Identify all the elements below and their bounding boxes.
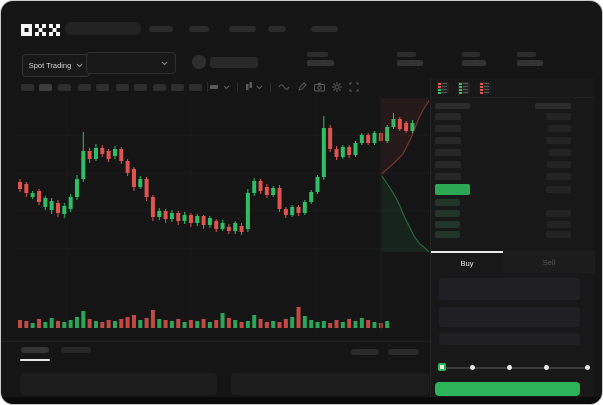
total-input[interactable] (439, 333, 580, 345)
price-input[interactable] (439, 278, 580, 300)
active-tab-underline (20, 359, 50, 361)
book-split-icon[interactable] (437, 82, 449, 94)
interval-button[interactable] (21, 84, 34, 91)
orders-tab-active[interactable] (21, 347, 49, 353)
bid-amount-placeholder (547, 221, 571, 228)
slider-stop[interactable] (544, 365, 549, 370)
chevron-down-icon (161, 61, 168, 66)
ask-amount-placeholder (549, 149, 571, 156)
search-input[interactable] (65, 22, 141, 35)
ask-price-placeholder[interactable] (435, 125, 461, 132)
gear-icon[interactable] (332, 82, 342, 92)
orderbook-view-toggles (437, 82, 491, 94)
ticker-value-placeholder (397, 60, 423, 66)
bid-price-placeholder[interactable] (435, 210, 460, 217)
chart-stat-placeholder (388, 349, 419, 355)
nav-item[interactable] (268, 26, 286, 32)
sell-tab[interactable]: Sell (503, 251, 595, 273)
interval-button[interactable] (171, 84, 184, 91)
interval-dropdown-icon[interactable] (210, 84, 230, 90)
interval-button[interactable] (58, 84, 71, 91)
slider-stop[interactable] (585, 365, 590, 370)
ask-price-placeholder[interactable] (435, 149, 461, 156)
slider-stop[interactable] (507, 365, 512, 370)
wave-icon[interactable] (278, 83, 290, 91)
okx-logo[interactable] (21, 23, 61, 36)
bid-price-placeholder[interactable] (435, 221, 460, 228)
interval-button[interactable] (96, 84, 109, 91)
slider-stop[interactable] (470, 365, 475, 370)
ask-price-placeholder[interactable] (435, 161, 461, 168)
nav-item[interactable] (311, 26, 338, 32)
nav-item[interactable] (229, 26, 256, 32)
bid-amount-placeholder (546, 210, 571, 217)
pencil-icon[interactable] (297, 82, 307, 92)
nav-item[interactable] (149, 26, 173, 32)
window-footer-strip (1, 397, 602, 404)
ask-amount-placeholder (546, 173, 571, 180)
interval-button[interactable] (153, 84, 166, 91)
orders-table-row[interactable] (20, 373, 217, 395)
ask-price-placeholder[interactable] (435, 113, 461, 120)
right-panel: Buy Sell (430, 78, 595, 397)
fullscreen-icon[interactable] (349, 82, 359, 92)
orders-tab[interactable] (61, 347, 91, 353)
orderbook-toolbar-divider (431, 97, 594, 98)
coin-avatar (192, 55, 206, 69)
market-type-dropdown[interactable]: Spot Trading (22, 54, 90, 77)
pair-name-placeholder (210, 57, 258, 68)
pair-selector-dropdown[interactable] (86, 52, 176, 74)
ticker-label-placeholder (307, 52, 328, 57)
ask-amount-placeholder (546, 137, 571, 144)
section-divider (1, 341, 430, 342)
chart-toolbar-icons (210, 80, 359, 94)
ticker-label-placeholder (517, 52, 536, 57)
interval-button[interactable] (189, 84, 202, 91)
ask-amount-placeholder (548, 125, 571, 132)
bid-price-placeholder[interactable] (435, 199, 460, 206)
interval-button[interactable] (78, 84, 91, 91)
ask-price-placeholder[interactable] (435, 173, 461, 180)
book-asks-icon[interactable] (479, 82, 491, 94)
bid-price-placeholder[interactable] (435, 231, 460, 238)
order-book (431, 97, 594, 251)
amount-input[interactable] (439, 307, 580, 327)
nav-item[interactable] (189, 26, 209, 32)
last-price-amount-placeholder (546, 186, 571, 193)
buy-tab-label: Buy (460, 258, 474, 268)
interval-button[interactable] (116, 84, 129, 91)
ask-amount-placeholder (547, 161, 571, 168)
orders-table-row[interactable] (231, 373, 429, 395)
book-bids-icon[interactable] (458, 82, 470, 94)
ask-amount-placeholder (546, 113, 571, 120)
chevron-down-icon (76, 63, 83, 68)
ticker-value-placeholder (517, 60, 543, 66)
interval-button[interactable] (39, 84, 52, 91)
chart-stat-placeholder (351, 349, 379, 355)
slider-handle[interactable] (438, 363, 446, 371)
ticker-label-placeholder (397, 52, 416, 57)
amount-slider[interactable] (438, 363, 590, 371)
interval-button[interactable] (134, 84, 147, 91)
sell-tab-label: Sell (542, 257, 556, 267)
ticker-label-placeholder (462, 52, 480, 57)
buy-submit-button[interactable] (435, 382, 580, 396)
buy-tab[interactable]: Buy (431, 251, 503, 273)
candlestick-chart[interactable] (16, 96, 429, 341)
candle-style-dropdown-icon[interactable] (245, 82, 263, 92)
camera-icon[interactable] (314, 82, 325, 92)
market-type-label: Spot Trading (28, 61, 72, 70)
ticker-value-placeholder (307, 60, 334, 66)
orderbook-header-placeholder (535, 103, 571, 109)
bid-amount-placeholder (546, 231, 571, 238)
ticker-value-placeholder (462, 60, 486, 66)
ask-price-placeholder[interactable] (435, 137, 461, 144)
last-price-bar[interactable] (435, 184, 470, 195)
orderbook-header-placeholder (435, 103, 470, 109)
